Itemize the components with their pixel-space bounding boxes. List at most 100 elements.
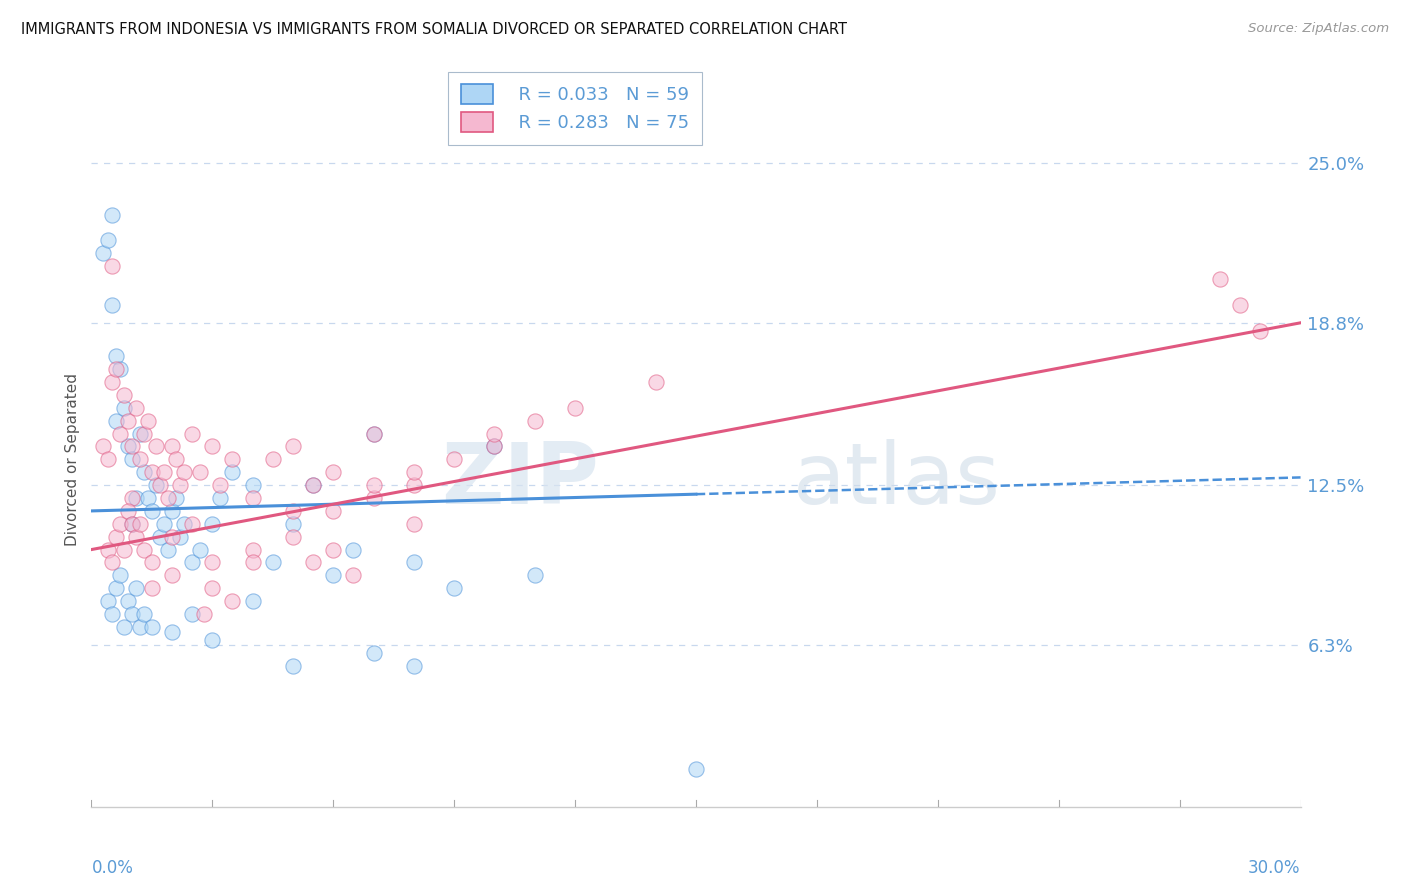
Point [156,542,179,557]
Point [402,658,425,673]
Point [209,478,232,492]
Point [128,452,150,467]
Point [141,556,163,570]
Point [141,620,163,634]
Point [242,542,264,557]
Point [484,440,506,454]
Point [112,388,135,402]
Point [685,762,707,776]
Point [132,607,155,621]
Point [363,491,385,505]
Point [160,530,183,544]
Point [1229,298,1251,312]
Point [100,208,122,222]
Point [242,594,264,608]
Point [136,414,159,428]
Point [149,530,172,544]
Point [156,491,179,505]
Point [112,542,135,557]
Point [96,594,118,608]
Point [96,542,118,557]
Point [149,478,172,492]
Point [342,568,364,582]
Point [564,401,586,415]
Point [644,375,666,389]
Point [145,440,167,454]
Point [160,504,183,518]
Point [125,581,148,595]
Legend:   R = 0.033   N = 59,   R = 0.283   N = 75: R = 0.033 N = 59, R = 0.283 N = 75 [449,72,702,145]
Point [104,581,127,595]
Point [117,440,139,454]
Point [121,452,143,467]
Point [121,491,143,505]
Point [117,504,139,518]
Point [141,581,163,595]
Point [402,478,425,492]
Point [125,530,148,544]
Point [1209,272,1232,286]
Point [302,478,325,492]
Point [121,607,143,621]
Text: ZIP: ZIP [441,439,599,522]
Point [165,452,187,467]
Point [169,530,191,544]
Point [132,465,155,479]
Point [242,491,264,505]
Point [145,478,167,492]
Point [104,362,127,376]
Point [132,542,155,557]
Point [121,440,143,454]
Point [523,414,546,428]
Text: Source: ZipAtlas.com: Source: ZipAtlas.com [1249,22,1389,36]
Point [141,504,163,518]
Point [128,620,150,634]
Point [342,542,364,557]
Point [100,375,122,389]
Point [363,426,385,441]
Point [96,233,118,247]
Point [484,426,506,441]
Point [201,516,224,531]
Point [121,516,143,531]
Text: IMMIGRANTS FROM INDONESIA VS IMMIGRANTS FROM SOMALIA DIVORCED OR SEPARATED CORRE: IMMIGRANTS FROM INDONESIA VS IMMIGRANTS … [21,22,846,37]
Point [302,556,325,570]
Point [181,426,204,441]
Point [322,465,344,479]
Point [141,465,163,479]
Point [121,516,143,531]
Point [302,478,325,492]
Point [104,349,127,363]
Point [193,607,215,621]
Point [262,556,284,570]
Point [281,658,304,673]
Point [181,556,204,570]
Point [221,452,243,467]
Point [242,556,264,570]
Point [165,491,187,505]
Point [125,491,148,505]
Point [322,504,344,518]
Point [363,426,385,441]
Point [173,465,195,479]
Point [363,646,385,660]
Point [100,607,122,621]
Point [160,440,183,454]
Point [281,516,304,531]
Point [201,632,224,647]
Point [169,478,191,492]
Point [188,465,211,479]
Point [201,440,224,454]
Point [402,516,425,531]
Point [221,465,243,479]
Text: 30.0%: 30.0% [1249,859,1301,877]
Point [112,620,135,634]
Point [100,259,122,273]
Point [262,452,284,467]
Point [201,581,224,595]
Point [153,465,176,479]
Point [104,414,127,428]
Point [181,607,204,621]
Point [136,491,159,505]
Point [93,246,115,260]
